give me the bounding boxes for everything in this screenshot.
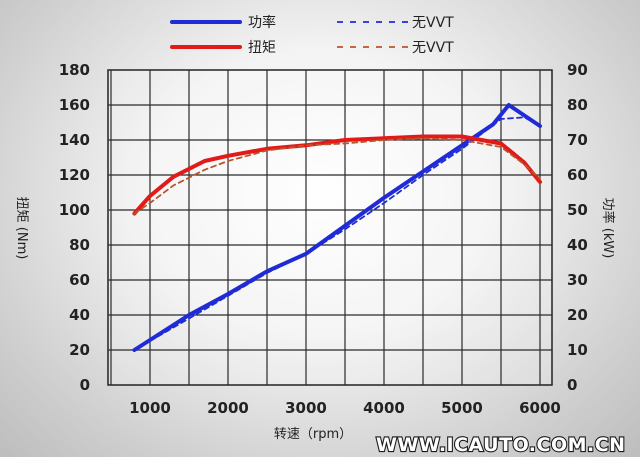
- left-tick-label: 80: [69, 236, 90, 254]
- x-axis-ticks: 1000 2000 3000 4000 5000 6000: [129, 399, 561, 417]
- x-tick-label: 1000: [129, 399, 171, 417]
- right-tick-label: 40: [567, 236, 588, 254]
- series-lines: [132, 103, 542, 352]
- left-tick-label: 140: [59, 131, 90, 149]
- legend-label: 无VVT: [412, 15, 454, 31]
- right-tick-label: 80: [567, 96, 588, 114]
- right-tick-label: 20: [567, 306, 588, 324]
- x-tick-label: 6000: [519, 399, 561, 417]
- watermark: WWW.ICAUTO.COM.CN: [376, 434, 626, 456]
- legend-label: 扭矩: [248, 40, 276, 56]
- left-tick-label: 160: [59, 96, 90, 114]
- right-tick-label: 10: [567, 341, 588, 359]
- left-tick-label: 40: [69, 306, 90, 324]
- left-axis-title: 扭矩 (Nm): [14, 197, 29, 260]
- right-tick-label: 30: [567, 271, 588, 289]
- left-tick-label: 20: [69, 341, 90, 359]
- series-line-0: [132, 103, 542, 352]
- left-tick-label: 120: [59, 166, 90, 184]
- left-axis-ticks: 0 20 40 60 80 100 120 140 160 180: [59, 61, 90, 394]
- x-axis-title: 转速（rpm）: [274, 427, 352, 442]
- series-line-2: [132, 134, 542, 216]
- right-tick-label: 90: [567, 61, 588, 79]
- legend-label: 无VVT: [412, 40, 454, 56]
- right-tick-label: 60: [567, 166, 588, 184]
- series-line-3: [133, 137, 541, 215]
- left-tick-label: 0: [80, 376, 90, 394]
- right-tick-label: 0: [567, 376, 577, 394]
- x-tick-label: 3000: [285, 399, 327, 417]
- x-tick-label: 2000: [207, 399, 249, 417]
- plot-area: [107, 69, 553, 386]
- x-tick-label: 5000: [441, 399, 483, 417]
- right-tick-label: 50: [567, 201, 588, 219]
- right-axis-ticks: 0 10 20 30 40 50 60 70 80 90: [567, 61, 588, 394]
- left-tick-label: 60: [69, 271, 90, 289]
- right-tick-label: 70: [567, 131, 588, 149]
- series-line-1: [133, 116, 541, 351]
- left-tick-label: 100: [59, 201, 90, 219]
- grid: [108, 70, 552, 385]
- left-tick-label: 180: [59, 61, 90, 79]
- legend-label: 功率: [248, 14, 276, 31]
- x-tick-label: 4000: [363, 399, 405, 417]
- right-axis-title: 功率 (kW): [600, 198, 616, 259]
